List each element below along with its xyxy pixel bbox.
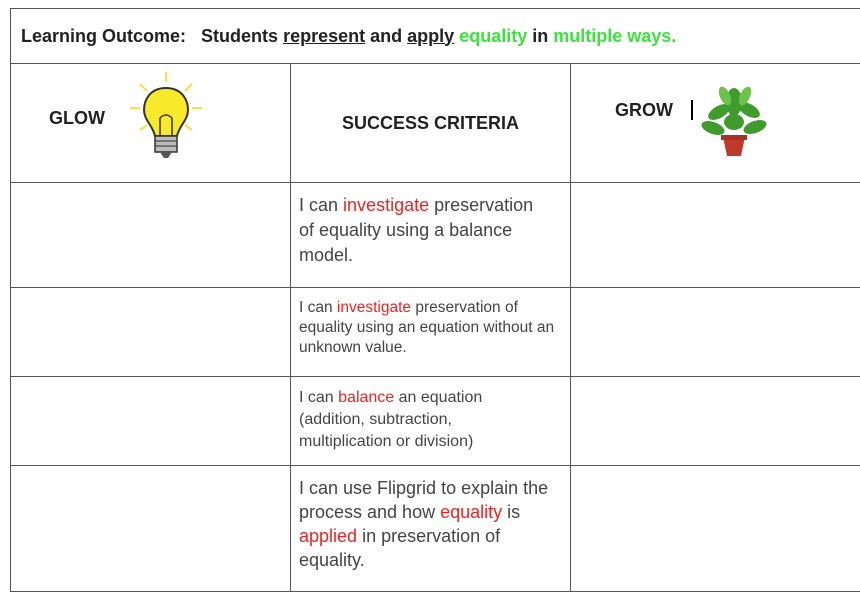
grow-cell — [571, 183, 860, 288]
label: Learning Outcome: — [21, 26, 186, 46]
text: represent — [283, 26, 365, 46]
glow-cell — [11, 466, 291, 592]
glow-cell — [11, 288, 291, 377]
grow-cell — [571, 377, 860, 466]
header: GLOW — [49, 108, 105, 129]
header-cell: GLOW — [11, 64, 291, 183]
glow-cell — [11, 183, 291, 288]
keyword: investigate — [337, 299, 411, 316]
lightbulb-icon — [126, 70, 206, 160]
plant-icon — [699, 82, 769, 162]
rubric-table: Learning Outcome: Students represent and… — [10, 8, 860, 592]
header: GROW — [615, 100, 673, 121]
text: is — [507, 502, 520, 522]
text: equality — [459, 26, 527, 46]
keyword: applied — [299, 526, 357, 546]
keyword: investigate — [343, 195, 429, 215]
learning-outcome: Learning Outcome: Students represent and… — [11, 9, 860, 64]
keyword: equality — [440, 502, 502, 522]
text: in — [532, 26, 548, 46]
text: I can — [299, 389, 334, 406]
header-cell: SUCCESS CRITERIA — [291, 64, 571, 183]
criteria-cell: I can use Flipgrid to explain the proces… — [291, 466, 571, 592]
text: I can — [299, 299, 333, 316]
keyword: balance — [338, 389, 394, 406]
grow-cell — [571, 288, 860, 377]
criteria-cell: I can investigate preservation of equali… — [291, 183, 571, 288]
glow-cell — [11, 377, 291, 466]
header: SUCCESS CRITERIA — [342, 113, 519, 133]
text-cursor — [691, 100, 693, 120]
criteria-cell: I can investigate preservation of equali… — [291, 288, 571, 377]
text: I can — [299, 195, 338, 215]
criteria-cell: I can balance an equation (addition, sub… — [291, 377, 571, 466]
text: apply — [407, 26, 454, 46]
header-cell: GROW — [571, 64, 860, 183]
text: multiple ways. — [553, 26, 676, 46]
text: Students — [201, 26, 278, 46]
text: and — [370, 26, 402, 46]
page: Learning Outcome: Students represent and… — [0, 0, 860, 580]
grow-cell — [571, 466, 860, 592]
